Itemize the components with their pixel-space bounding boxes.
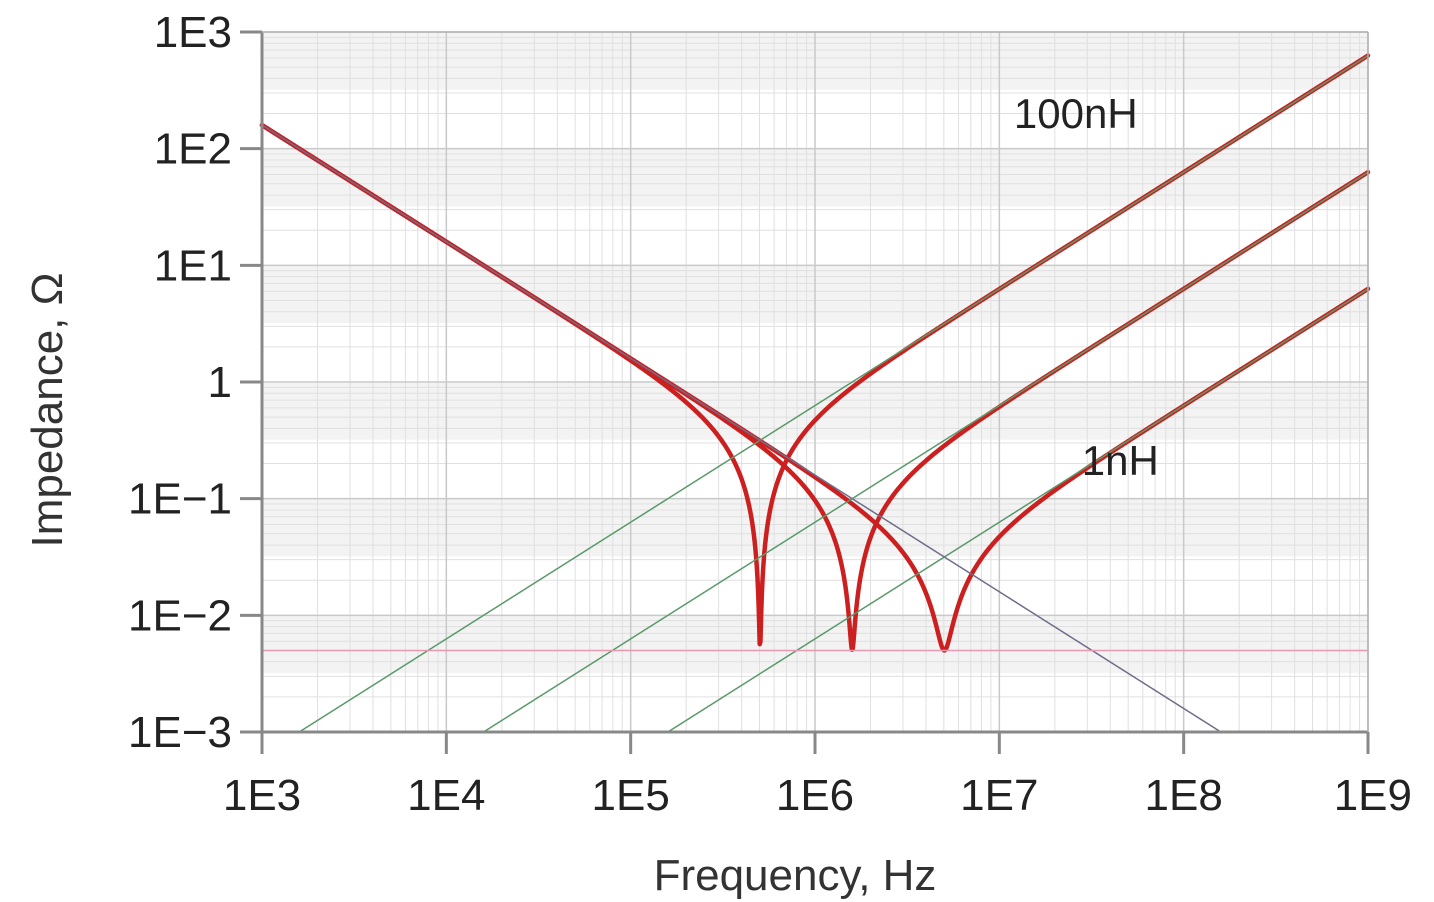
series-layer xyxy=(259,53,1371,733)
y-axis-title: Impedance, Ω xyxy=(23,272,72,547)
y-tick-label: 1E3 xyxy=(154,8,232,57)
curve-annotation: 100nH xyxy=(1014,90,1138,137)
x-tick-label: 1E9 xyxy=(1334,771,1412,820)
x-tick-label: 1E5 xyxy=(592,771,670,820)
inductive-line xyxy=(298,54,1369,733)
capacitive-line xyxy=(261,124,1222,733)
y-tick-label: 1E−1 xyxy=(128,475,232,524)
y-tick-label: 1E−2 xyxy=(128,591,232,640)
x-tick-label: 1E6 xyxy=(776,771,854,820)
inductive-line xyxy=(483,171,1369,733)
curve-annotation: 1nH xyxy=(1082,437,1159,484)
y-tick-label: 1E1 xyxy=(154,241,232,290)
y-tick-label: 1E2 xyxy=(154,125,232,174)
y-tick-label: 1E−3 xyxy=(128,708,232,757)
x-tick-label: 1E7 xyxy=(960,771,1038,820)
axes xyxy=(240,30,1370,754)
grid-lines xyxy=(261,31,1369,733)
x-axis-title: Frequency, Hz xyxy=(654,851,937,900)
inductive-line xyxy=(667,288,1369,733)
x-tick-label: 1E3 xyxy=(223,771,301,820)
y-tick-label: 1 xyxy=(208,358,232,407)
annotations: 100nH 1nH xyxy=(1014,90,1159,484)
x-tick-label: 1E4 xyxy=(407,771,485,820)
x-tick-labels: 1E3 1E4 1E5 1E6 1E7 1E8 1E9 xyxy=(223,771,1412,820)
x-tick-label: 1E8 xyxy=(1145,771,1223,820)
y-tick-labels: 1E3 1E2 1E1 1 1E−1 1E−2 1E−3 xyxy=(128,8,232,757)
